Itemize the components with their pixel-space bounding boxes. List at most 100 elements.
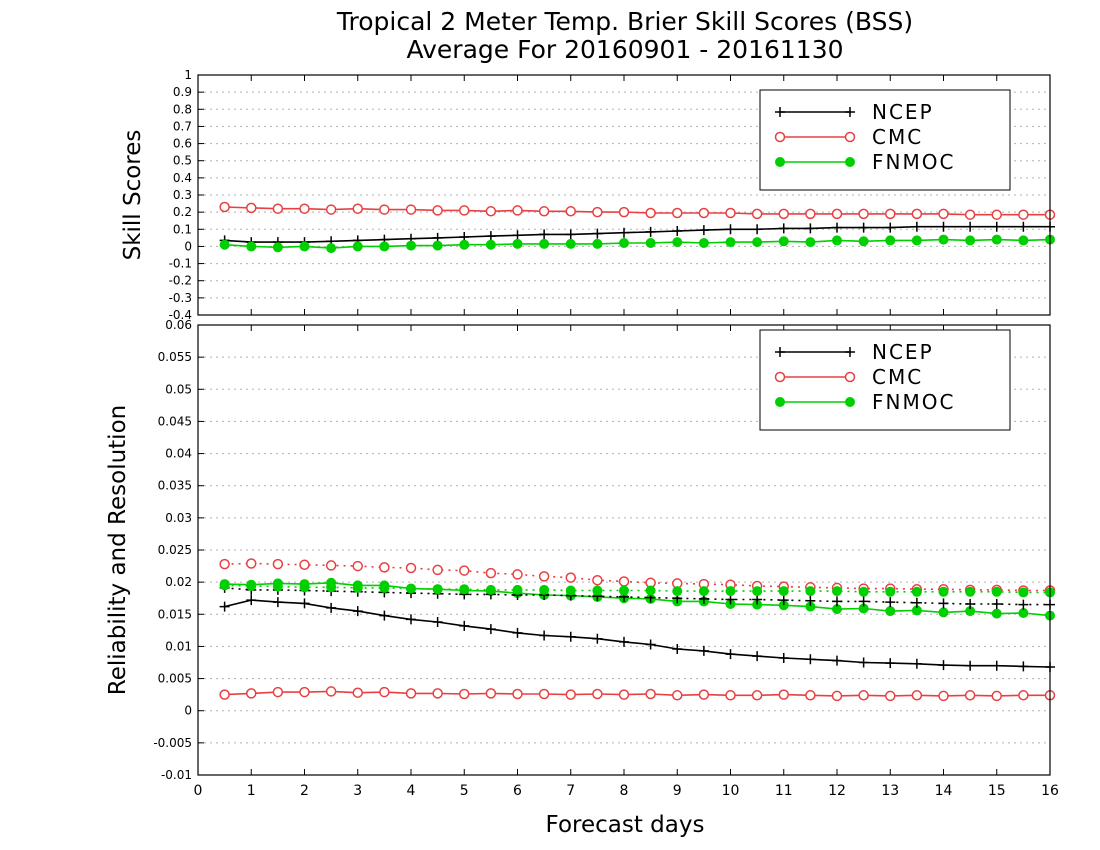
data-point [326,602,337,613]
data-point [432,584,443,595]
data-point [965,599,976,609]
y-tick-label: -0.01 [161,768,192,782]
data-point [539,238,550,249]
data-point [299,598,310,609]
x-tick-label: 10 [722,783,740,799]
x-tick-label: 5 [460,783,469,799]
x-tick-label: 11 [775,783,793,799]
data-point [938,586,949,597]
y-tick-label: 0 [184,704,192,718]
data-point [246,558,257,569]
data-point [352,687,363,698]
data-point [219,601,230,612]
data-point [858,586,869,597]
data-point [432,205,443,216]
data-point [592,574,603,586]
y-tick-label: -0.005 [153,736,192,750]
data-point [299,559,310,571]
data-point [858,222,869,233]
data-point [885,586,896,597]
y-tick-label: 0.4 [173,171,192,185]
legend-label: NCEP [872,100,934,124]
x-tick-label: 3 [353,783,362,799]
data-point [326,582,337,593]
data-point [219,689,230,700]
data-point [725,207,736,219]
data-point [619,636,629,647]
legend-label: NCEP [872,340,934,364]
x-tick-label: 7 [566,783,575,799]
data-point [592,688,603,700]
data-point [379,582,390,593]
chart-title-line1: Tropical 2 Meter Temp. Brier Skill Score… [336,7,913,36]
data-point [272,686,284,698]
data-point [885,208,896,220]
data-point [964,690,976,701]
legend-marker [845,107,855,117]
legend-marker [775,107,785,117]
data-point [698,689,710,700]
x-tick-label: 14 [935,783,953,799]
data-point [965,586,976,597]
data-point [751,208,763,220]
skill-scores-panel: -0.4 -0.3 -0.2 -0.1 0 0.1 0.2 0.3 0.4 0.5 0.6 0.7 0.… [120,68,1056,322]
x-tick-label: 6 [513,783,522,799]
data-point [778,236,789,247]
data-point [1018,221,1029,232]
data-point [1018,599,1029,610]
series-cmc [219,201,1056,220]
data-point [459,584,470,595]
x-tick-label: 0 [194,783,203,799]
data-point [485,231,496,242]
data-point [911,658,922,669]
data-point [352,582,363,593]
data-point [325,204,337,215]
y-tick-label: 0.05 [165,382,192,396]
data-point [379,686,390,698]
data-point [512,238,523,249]
data-point [752,651,763,662]
y-tick-label: -0.2 [169,274,192,288]
data-point [911,586,922,597]
data-point [858,657,869,668]
data-point [272,203,284,214]
series-line [224,587,1050,606]
data-point [565,585,576,596]
data-point [858,236,869,247]
data-point [539,584,550,595]
data-point [725,649,736,660]
data-point [432,564,443,576]
data-point [858,596,869,607]
data-point [272,558,284,570]
series-line [224,690,1050,697]
data-point [565,238,576,249]
data-point [672,226,683,236]
y-tick-label: 0.8 [173,102,192,116]
reliability-resolution-panel: -0.01 -0.005 0 0.005 0.01 0.015 0.02 0.025 0.03 0… [105,318,1059,799]
data-point [299,203,310,214]
x-tick-label: 12 [828,783,846,799]
data-point [1018,209,1029,220]
data-point [512,584,523,595]
series-cmc [219,686,1056,702]
legend-label: FNMOC [872,390,955,414]
series-line [224,562,1050,592]
data-point [405,204,417,215]
data-point [911,690,923,701]
data-point [538,571,550,582]
data-point [1018,608,1029,618]
data-point [752,594,763,605]
data-point [752,586,763,597]
x-tick-label: 13 [881,783,899,799]
data-point [246,202,257,214]
data-point [805,690,816,701]
data-point [938,208,949,220]
plot-frame [197,324,1051,776]
data-point [1018,587,1029,598]
data-point [672,237,683,248]
data-point [645,585,656,596]
y-tick-label: 0.055 [158,350,192,364]
data-point [379,610,390,621]
data-point [778,653,789,663]
